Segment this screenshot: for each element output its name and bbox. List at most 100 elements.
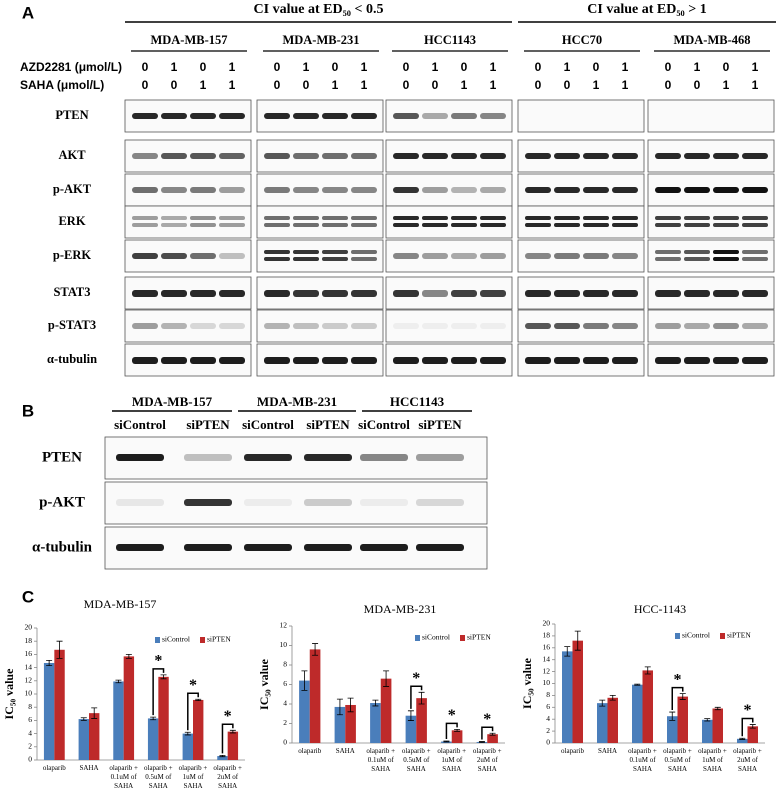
- blot-band: [612, 187, 638, 193]
- blot-band: [422, 253, 448, 259]
- blot-band: [190, 187, 216, 193]
- y-tick-label: 6: [28, 715, 32, 724]
- blot-band: [554, 253, 580, 259]
- significance-mark: *: [674, 671, 682, 688]
- blot-band: [322, 250, 348, 254]
- error-bar: [679, 693, 686, 700]
- y-tick-label: 8: [546, 690, 550, 699]
- blot-band: [583, 290, 609, 297]
- blot-band: [190, 113, 216, 119]
- bar: [677, 696, 688, 743]
- blot-band: [684, 153, 710, 159]
- blot-band: [322, 257, 348, 261]
- x-tick-label: olaparib +0.1uM of SAHA: [109, 764, 138, 790]
- blot-band: [264, 290, 290, 297]
- blot-band: [583, 357, 609, 364]
- blot-band: [554, 290, 580, 297]
- significance-bracket: [741, 717, 754, 737]
- blot-band: [525, 153, 551, 159]
- blot-band: [190, 223, 216, 227]
- error-bar: [564, 646, 571, 657]
- significance-mark: *: [154, 653, 162, 670]
- blot-band: [554, 187, 580, 193]
- cell-line-name: MDA-MB-231: [257, 394, 337, 409]
- blot-band: [684, 223, 710, 227]
- blot-band: [351, 290, 377, 297]
- x-tick-label: olaparib +2uM of SAHA: [733, 747, 762, 773]
- blot-band: [190, 253, 216, 259]
- blot-band: [132, 153, 158, 159]
- bar: [299, 680, 310, 743]
- bar: [572, 640, 583, 743]
- blot-band: [684, 323, 710, 329]
- blot-band: [304, 544, 352, 551]
- y-tick-label: 10: [280, 640, 288, 649]
- y-tick-label: 8: [283, 660, 287, 669]
- blot-band: [713, 323, 739, 329]
- blot-band: [554, 323, 580, 329]
- blot-band: [351, 113, 377, 119]
- blot-band: [132, 323, 158, 329]
- blot-band: [525, 187, 551, 193]
- dose: 0: [171, 78, 178, 92]
- error-bar: [383, 670, 390, 687]
- blot-band: [480, 223, 506, 227]
- blot-band: [244, 454, 292, 461]
- blot-band: [655, 187, 681, 193]
- blot-band: [612, 216, 638, 220]
- blot-band: [322, 153, 348, 159]
- blot-band: [742, 187, 768, 193]
- blot-band: [116, 454, 164, 461]
- y-tick-label: 16: [25, 649, 33, 658]
- blot-band: [190, 216, 216, 220]
- blot-band: [684, 250, 710, 254]
- blot-band: [713, 250, 739, 254]
- y-axis-label: IC₅₀ value: [2, 668, 16, 720]
- bar: [89, 713, 100, 760]
- blot-band: [554, 153, 580, 159]
- legend-label: siControl: [162, 635, 190, 644]
- dose: 0: [564, 78, 571, 92]
- blot-band: [161, 253, 187, 259]
- blot-label: α-tubulin: [47, 352, 97, 366]
- blot-band: [451, 357, 477, 364]
- blot-band: [184, 544, 232, 551]
- error-bar: [372, 699, 379, 707]
- dose: 0: [403, 60, 410, 74]
- legend-swatch: [675, 633, 680, 639]
- blot-band: [742, 290, 768, 297]
- blot-band: [161, 187, 187, 193]
- blot-box: [256, 239, 384, 273]
- blot-band: [742, 250, 768, 254]
- legend-label: siPTEN: [467, 633, 491, 642]
- error-bar: [80, 717, 87, 721]
- blot-band: [451, 323, 477, 329]
- dose: 1: [432, 60, 439, 74]
- blot-band: [655, 216, 681, 220]
- x-tick-label: olaparib +0.5uM of SAHA: [144, 764, 173, 790]
- blot-band: [422, 216, 448, 220]
- blot-box: [104, 481, 488, 525]
- blot-band: [480, 253, 506, 259]
- blot-band: [161, 153, 187, 159]
- error-bar: [749, 724, 756, 729]
- dose: 1: [622, 60, 629, 74]
- y-tick-label: 10: [543, 678, 551, 687]
- condition: siControl: [114, 417, 166, 432]
- blot-band: [422, 223, 448, 227]
- blot-band: [422, 323, 448, 329]
- blot-box: [256, 205, 384, 239]
- blot-band: [742, 216, 768, 220]
- y-tick-label: 12: [543, 666, 551, 675]
- blot-band: [219, 253, 245, 259]
- cell-line-name: MDA-MB-468: [673, 33, 750, 47]
- significance-bracket: [187, 692, 199, 731]
- y-tick-label: 0: [546, 738, 550, 747]
- blot-band: [219, 223, 245, 227]
- significance-mark: *: [483, 711, 491, 728]
- dose: 0: [665, 60, 672, 74]
- bar: [702, 719, 713, 743]
- blot-band: [393, 323, 419, 329]
- blot-band: [264, 223, 290, 227]
- blot-band: [132, 357, 158, 364]
